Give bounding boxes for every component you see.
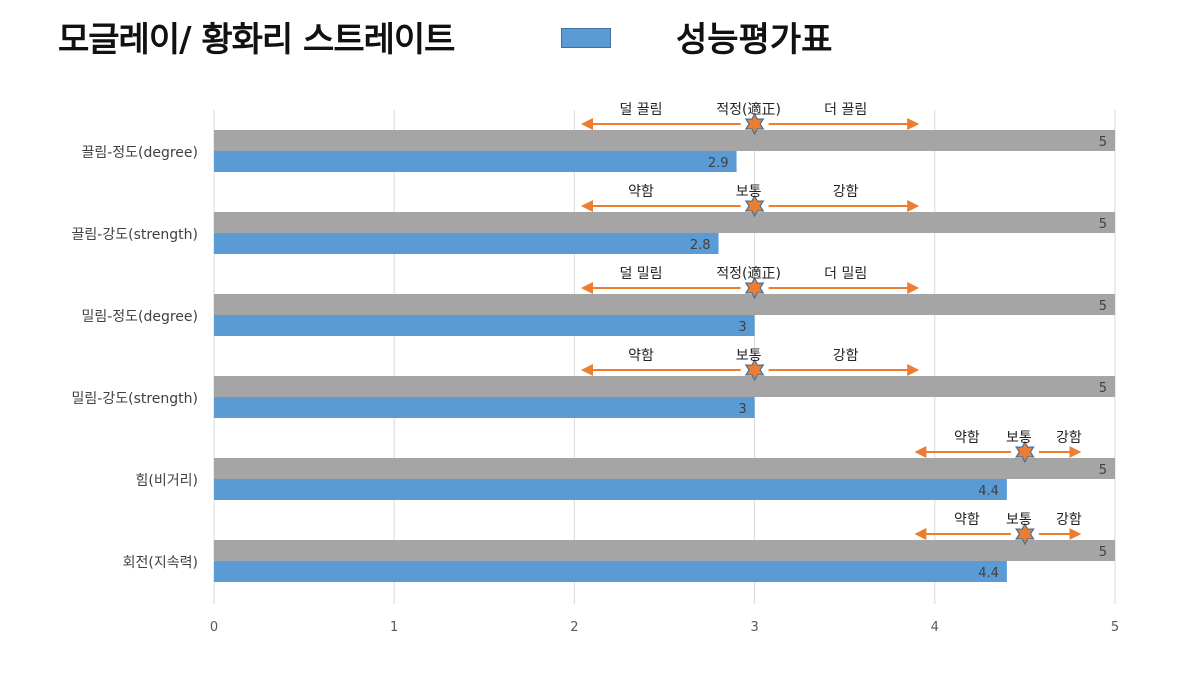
annotation-center: 보통 bbox=[736, 348, 762, 364]
annotation-left: 약함 bbox=[628, 348, 654, 364]
annotation-right: 강함 bbox=[1056, 430, 1082, 446]
category-label: 힘(비거리) bbox=[136, 473, 198, 489]
bar-value bbox=[214, 151, 737, 172]
annotation-left: 약함 bbox=[628, 184, 654, 200]
star-marker bbox=[744, 276, 765, 300]
star-marker bbox=[744, 358, 765, 382]
x-tick-label: 0 bbox=[210, 620, 218, 635]
annotation-left: 약함 bbox=[954, 430, 980, 446]
category-label: 밀림-강도(strength) bbox=[72, 391, 198, 407]
data-label: 5 bbox=[1099, 463, 1107, 478]
annotation-right: 강함 bbox=[833, 348, 859, 364]
bar-reference bbox=[214, 540, 1115, 561]
bar-value bbox=[214, 397, 755, 418]
data-label: 4.4 bbox=[978, 566, 999, 581]
star-marker bbox=[744, 194, 765, 218]
bar-value bbox=[214, 233, 719, 254]
annotation-right: 강함 bbox=[833, 184, 859, 200]
category-label: 밀림-정도(degree) bbox=[81, 309, 198, 325]
category-label: 끌림-정도(degree) bbox=[81, 145, 198, 161]
data-label: 4.4 bbox=[978, 484, 999, 499]
x-tick-label: 2 bbox=[570, 620, 578, 635]
bar-reference bbox=[214, 458, 1115, 479]
annotation-right: 강함 bbox=[1056, 512, 1082, 528]
x-tick-label: 3 bbox=[750, 620, 758, 635]
data-label: 3 bbox=[738, 320, 746, 335]
x-tick-label: 5 bbox=[1111, 620, 1119, 635]
data-label: 2.8 bbox=[690, 238, 711, 253]
x-tick-label: 4 bbox=[931, 620, 939, 635]
star-marker bbox=[744, 112, 765, 136]
annotation-center: 보통 bbox=[736, 184, 762, 200]
bar-reference bbox=[214, 376, 1115, 397]
page-title: 모글레이/ 황화리 스트레이트 bbox=[58, 20, 455, 60]
data-label: 5 bbox=[1099, 545, 1107, 560]
legend-label: 성능평가표 bbox=[676, 20, 833, 60]
bar-reference bbox=[214, 212, 1115, 233]
star-marker bbox=[1015, 522, 1035, 546]
bar-value bbox=[214, 561, 1007, 582]
data-label: 5 bbox=[1099, 135, 1107, 150]
category-label: 회전(지속력) bbox=[123, 555, 198, 571]
legend-swatch bbox=[561, 28, 611, 48]
annotation-center: 보통 bbox=[1006, 512, 1032, 528]
annotation-left: 약함 bbox=[954, 512, 980, 528]
bar-value bbox=[214, 479, 1007, 500]
category-label: 끌림-강도(strength) bbox=[72, 227, 198, 243]
data-label: 5 bbox=[1099, 217, 1107, 232]
data-label: 2.9 bbox=[708, 156, 729, 171]
data-label: 5 bbox=[1099, 299, 1107, 314]
star-marker bbox=[1015, 440, 1035, 464]
annotation-right: 더 밀림 bbox=[824, 266, 867, 282]
annotation-center: 적정(適正) bbox=[716, 101, 781, 118]
x-tick-label: 1 bbox=[390, 620, 398, 635]
annotation-left: 덜 밀림 bbox=[619, 266, 662, 282]
annotation-right: 더 끌림 bbox=[824, 102, 867, 118]
bar-value bbox=[214, 315, 755, 336]
annotation-center: 보통 bbox=[1006, 430, 1032, 446]
bar-reference bbox=[214, 294, 1115, 315]
bar-reference bbox=[214, 130, 1115, 151]
annotation-left: 덜 끌림 bbox=[619, 102, 662, 118]
data-label: 3 bbox=[738, 402, 746, 417]
data-label: 5 bbox=[1099, 381, 1107, 396]
annotation-center: 적정(適正) bbox=[716, 265, 781, 282]
